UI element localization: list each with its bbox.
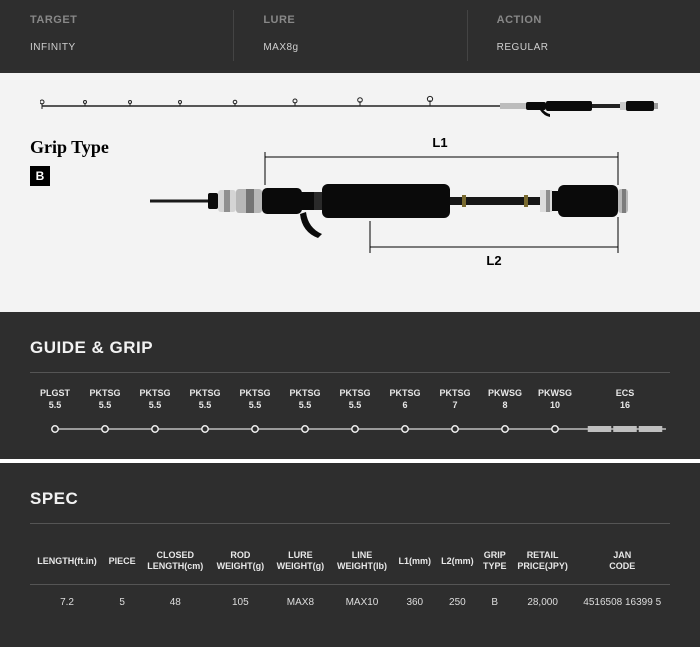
grip-type-badge: B xyxy=(30,166,50,186)
spec-col-header: PIECE xyxy=(104,538,140,584)
spec-col-header: L2(mm) xyxy=(436,538,479,584)
spec-col-header: L1(mm) xyxy=(393,538,436,584)
spec-col-header: JANCODE xyxy=(574,538,670,584)
guide-cell: PKWSG8 xyxy=(480,387,530,411)
top-col-lure: LURE MAX8g xyxy=(233,14,466,53)
guide-cell: PKTSG6 xyxy=(380,387,430,411)
spec-cell: 4516508 16399 5 xyxy=(574,584,670,621)
grip-type-label-block: Grip Type B xyxy=(30,135,150,186)
guide-cell: PKTSG5.5 xyxy=(180,387,230,411)
guide-grip-section: GUIDE & GRIP PLGST5.5PKTSG5.5PKTSG5.5PKT… xyxy=(0,312,700,459)
spec-col-header: GRIPTYPE xyxy=(479,538,511,584)
grip-diagram: L1 xyxy=(150,135,670,280)
guide-row: PLGST5.5PKTSG5.5PKTSG5.5PKTSG5.5PKTSG5.5… xyxy=(30,387,670,411)
spec-cell: B xyxy=(479,584,511,621)
spec-cell: 7.2 xyxy=(30,584,104,621)
spec-cell: MAX10 xyxy=(330,584,393,621)
spec-cell: 105 xyxy=(210,584,270,621)
top-label: LURE xyxy=(263,14,466,26)
spec-cell: 28,000 xyxy=(511,584,575,621)
grip-type-title: Grip Type xyxy=(30,137,150,158)
guide-cell: ECS16 xyxy=(580,387,670,411)
spec-table: LENGTH(ft.in)PIECECLOSEDLENGTH(cm)RODWEI… xyxy=(30,538,670,621)
guide-cell: PKTSG5.5 xyxy=(230,387,280,411)
guide-cell: PKTSG5.5 xyxy=(330,387,380,411)
spec-col-header: CLOSEDLENGTH(cm) xyxy=(140,538,210,584)
top-value: REGULAR xyxy=(497,42,700,53)
guide-cell: PKTSG5.5 xyxy=(130,387,180,411)
guide-cell: PKTSG7 xyxy=(430,387,480,411)
rod-full-illustration xyxy=(40,91,660,121)
spec-col-header: RETAILPRICE(JPY) xyxy=(511,538,575,584)
guide-cell: PLGST5.5 xyxy=(30,387,80,411)
spec-col-header: RODWEIGHT(g) xyxy=(210,538,270,584)
spec-col-header: LUREWEIGHT(g) xyxy=(270,538,330,584)
spec-title: SPEC xyxy=(30,489,670,524)
guide-cell: PKWSG10 xyxy=(530,387,580,411)
spec-cell: 5 xyxy=(104,584,140,621)
spec-cell: MAX8 xyxy=(270,584,330,621)
top-col-action: ACTION REGULAR xyxy=(467,14,700,53)
guide-grip-title: GUIDE & GRIP xyxy=(30,338,670,373)
top-value: MAX8g xyxy=(263,42,466,53)
dim-l2-label: L2 xyxy=(486,253,501,268)
top-value: INFINITY xyxy=(30,42,233,53)
spec-data-row: 7.2548105MAX8MAX10360250B28,0004516508 1… xyxy=(30,584,670,621)
guide-line-diagram xyxy=(30,421,670,433)
top-label: TARGET xyxy=(30,14,233,26)
spec-col-header: LINEWEIGHT(lb) xyxy=(330,538,393,584)
spec-cell: 360 xyxy=(393,584,436,621)
top-info-bar: TARGET INFINITY LURE MAX8g ACTION REGULA… xyxy=(0,0,700,73)
spec-header-row: LENGTH(ft.in)PIECECLOSEDLENGTH(cm)RODWEI… xyxy=(30,538,670,584)
guide-cell: PKTSG5.5 xyxy=(280,387,330,411)
top-label: ACTION xyxy=(497,14,700,26)
guide-cell: PKTSG5.5 xyxy=(80,387,130,411)
spec-section: SPEC LENGTH(ft.in)PIECECLOSEDLENGTH(cm)R… xyxy=(0,463,700,647)
top-col-target: TARGET INFINITY xyxy=(0,14,233,53)
dim-l1-label: L1 xyxy=(432,135,447,150)
spec-cell: 48 xyxy=(140,584,210,621)
spec-col-header: LENGTH(ft.in) xyxy=(30,538,104,584)
spec-cell: 250 xyxy=(436,584,479,621)
product-hero: Grip Type B L1 xyxy=(0,73,700,312)
